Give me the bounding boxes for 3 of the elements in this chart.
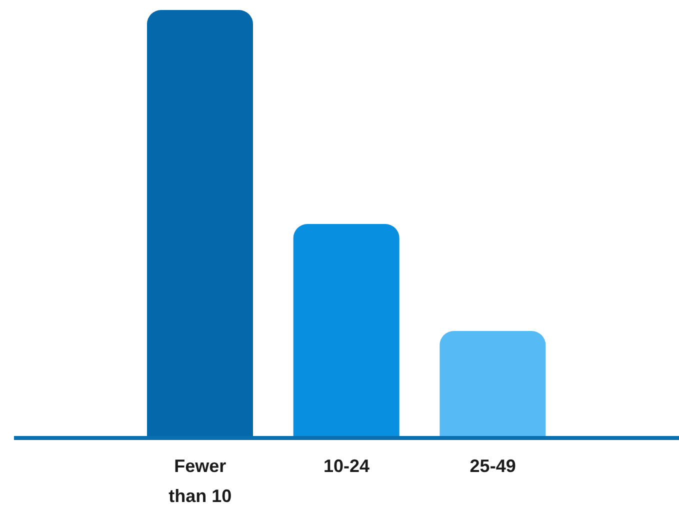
x-tick-label: 25-49 [470,456,516,476]
x-tick-label: Fewer than 10 [168,456,232,506]
x-tick-label: 10-24 [323,456,370,476]
